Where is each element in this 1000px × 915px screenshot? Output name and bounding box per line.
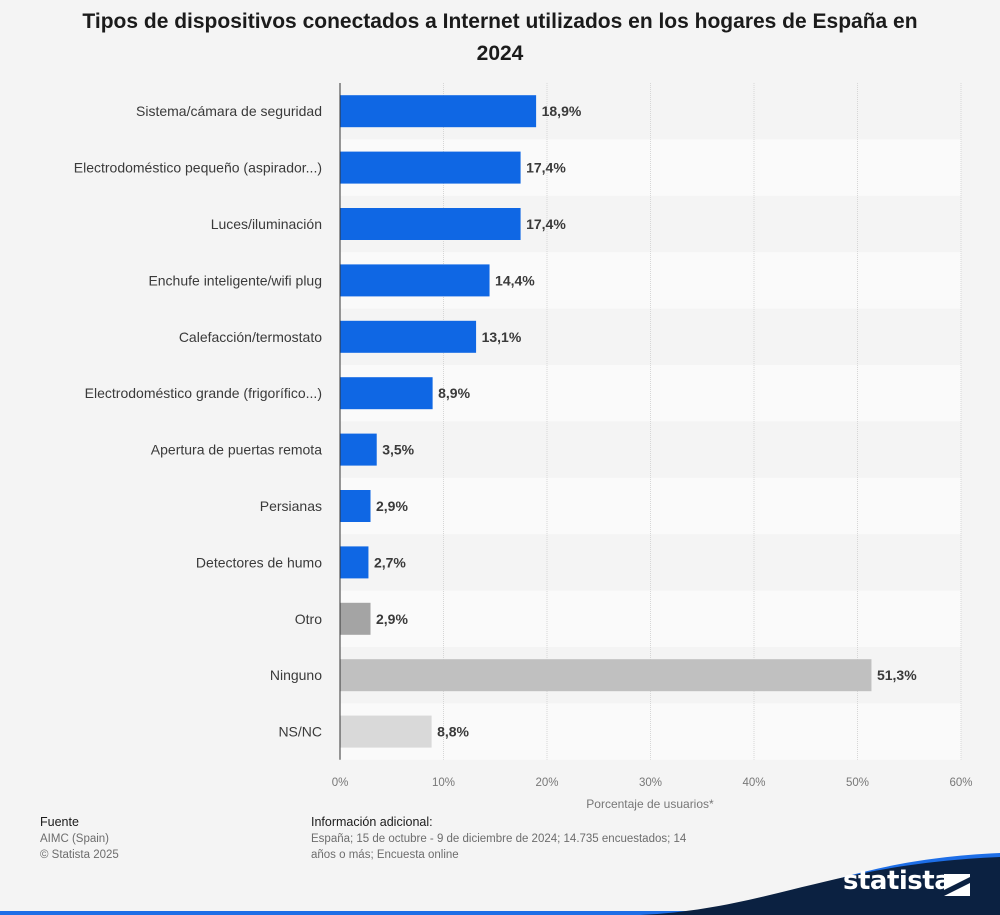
bar (340, 208, 521, 240)
x-axis-title: Porcentaje de usuarios* (586, 797, 714, 811)
x-tick-label: 10% (432, 777, 455, 789)
chart-title: Tipos de dispositivos conectados a Inter… (82, 10, 918, 65)
source-line-2: © Statista 2025 (40, 849, 119, 861)
value-label: 17,4% (526, 216, 566, 232)
value-label: 3,5% (382, 442, 414, 458)
info-line-1: España; 15 de octubre - 9 de diciembre d… (311, 833, 687, 845)
x-tick-label: 50% (846, 777, 869, 789)
value-label: 8,8% (437, 724, 469, 740)
bar (340, 659, 872, 692)
category-label: Luces/iluminación (211, 216, 322, 232)
category-label: Enchufe inteligente/wifi plug (148, 272, 322, 288)
bar (340, 264, 490, 297)
info-line-2: años o más; Encuesta online (311, 849, 459, 861)
bar (340, 377, 433, 410)
value-label: 8,9% (438, 385, 470, 401)
category-label: NS/NC (278, 724, 322, 740)
value-label: 2,9% (376, 611, 408, 627)
bar (340, 490, 371, 522)
value-label: 2,7% (374, 554, 406, 570)
category-label: Persianas (260, 498, 322, 514)
bar (340, 320, 477, 353)
value-label: 14,4% (495, 272, 535, 288)
value-label: 17,4% (526, 160, 566, 176)
category-label: Electrodoméstico grande (frigorífico...) (85, 385, 322, 401)
value-label: 51,3% (877, 667, 917, 683)
bar (340, 433, 377, 466)
category-label: Detectores de humo (196, 554, 322, 570)
category-label: Apertura de puertas remota (151, 442, 322, 458)
source-line-1: AIMC (Spain) (40, 833, 110, 845)
value-label: 18,9% (542, 103, 582, 119)
x-tick-label: 0% (332, 777, 349, 789)
x-tick-label: 20% (535, 777, 558, 789)
category-label: Sistema/cámara de seguridad (136, 103, 322, 119)
info-heading: Información adicional: (311, 815, 433, 829)
x-tick-label: 40% (742, 777, 765, 789)
statista-logo-icon (944, 874, 970, 896)
category-label: Electrodoméstico pequeño (aspirador...) (74, 160, 322, 176)
x-tick-label: 30% (639, 777, 662, 789)
source-heading: Fuente (40, 815, 79, 829)
value-label: 13,1% (482, 329, 522, 345)
bar (340, 715, 432, 748)
bar (340, 151, 521, 184)
bar (340, 546, 369, 579)
bar-chart: 0% 10% 20% 30% 40% 50% 60% Sistema/cámara de se… (74, 83, 973, 811)
category-label: Ninguno (270, 667, 322, 683)
category-label: Calefacción/termostato (179, 329, 322, 345)
x-tick-label: 60% (949, 777, 972, 789)
statista-logo-text: statista (843, 866, 952, 896)
category-label: Otro (295, 611, 322, 627)
bar (340, 602, 371, 635)
value-label: 2,9% (376, 498, 408, 514)
bar (340, 95, 537, 128)
